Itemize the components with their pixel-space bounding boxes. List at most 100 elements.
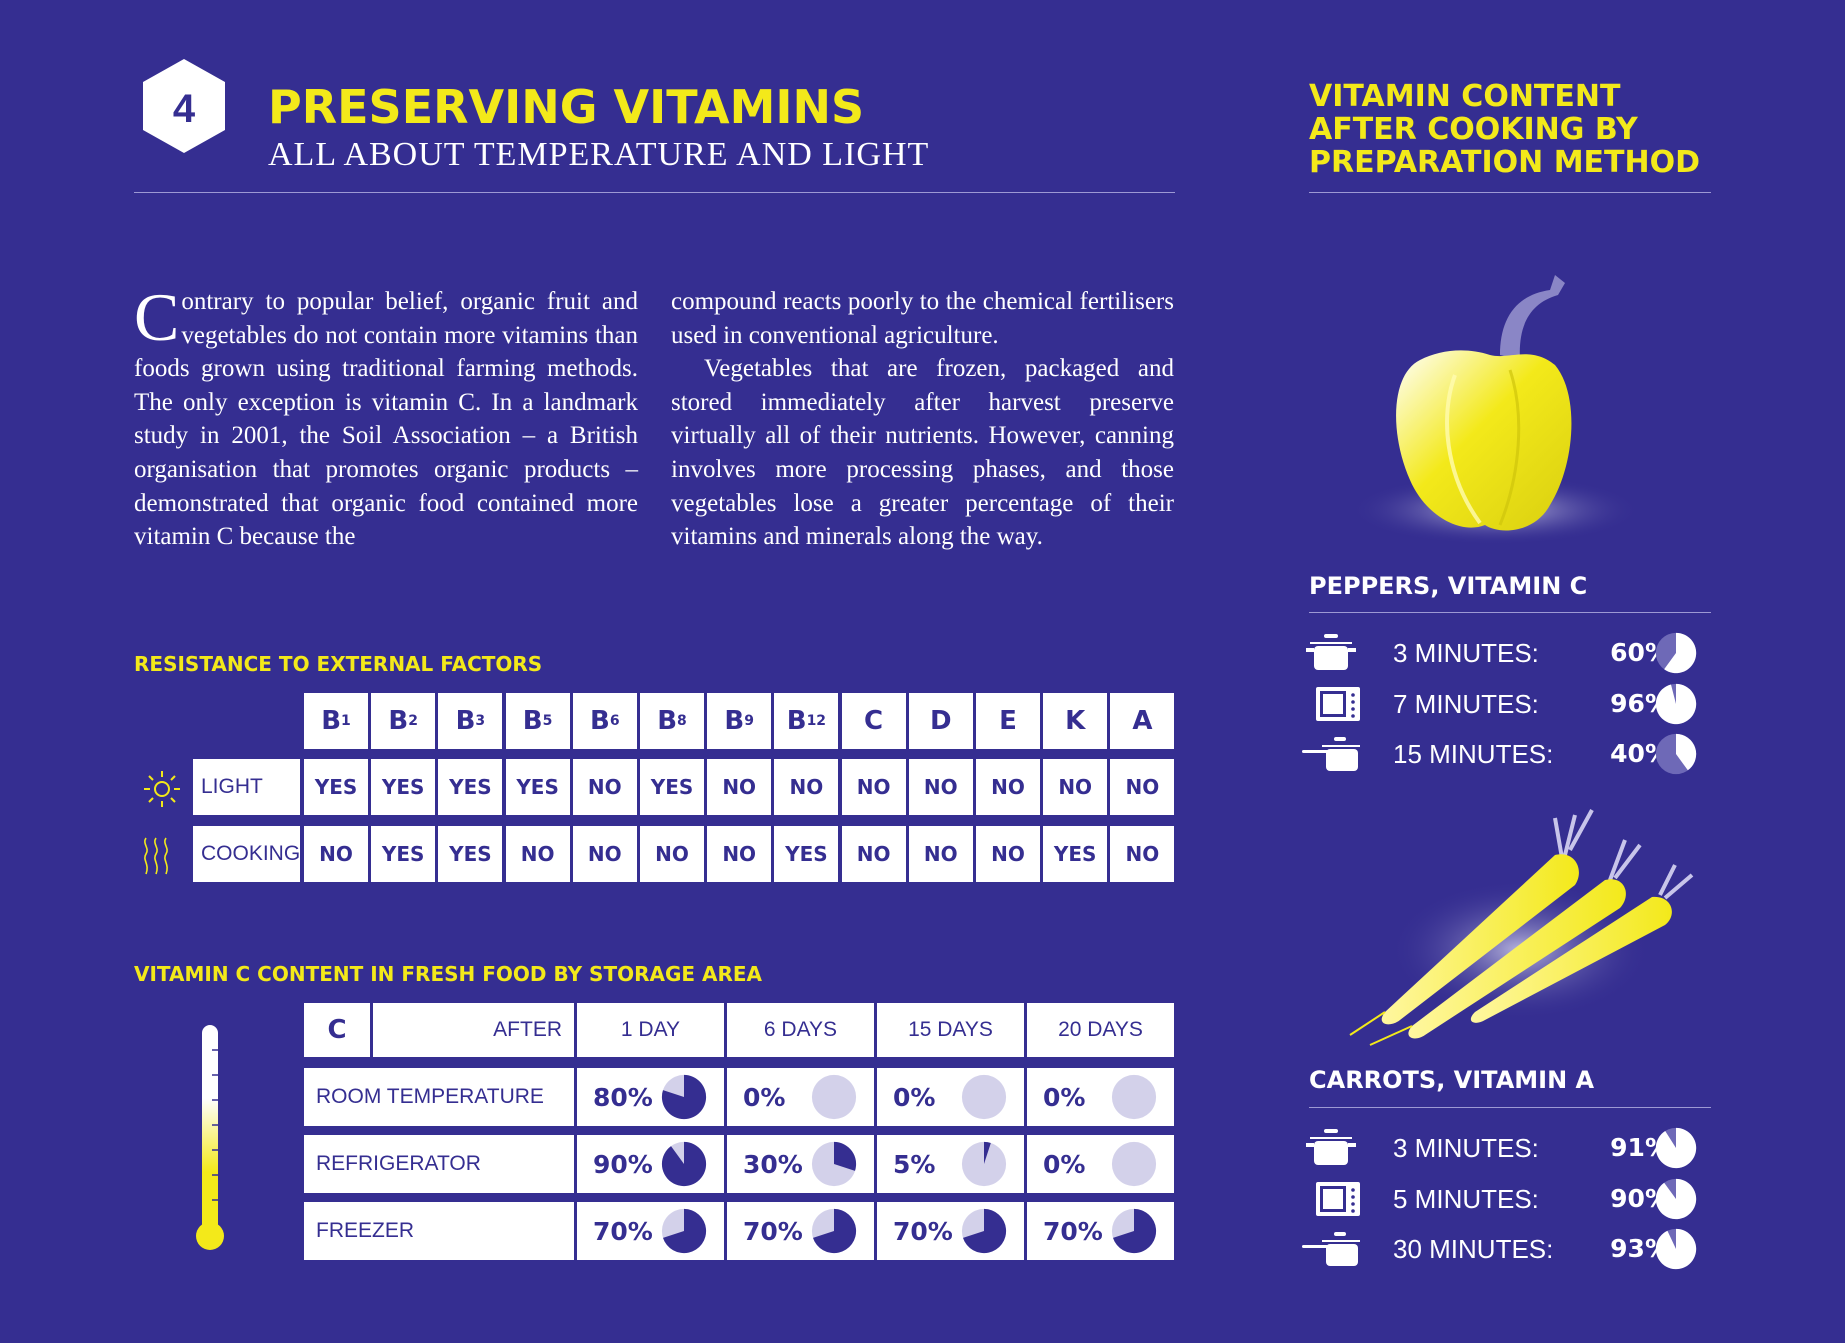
section-number: 4: [172, 87, 196, 131]
vitamin-letter: C: [864, 706, 884, 736]
resistance-cell: NO: [976, 826, 1040, 882]
vitamin-header: K: [1043, 693, 1108, 749]
resistance-cell: NO: [774, 759, 839, 815]
page-title: PRESERVING VITAMINS: [268, 80, 865, 134]
vitamin-letter: B: [388, 706, 409, 736]
vitamin-letter: K: [1065, 706, 1086, 736]
pie-slice: [1113, 1208, 1157, 1254]
data-label: 70%: [743, 1216, 803, 1246]
cooking-row: 15 MINUTES: 40%: [1300, 731, 1720, 777]
resistance-cell: NO: [841, 759, 906, 815]
resistance-cell: YES: [640, 759, 704, 815]
pie-background: [1111, 1141, 1157, 1187]
resistance-cell: NO: [1043, 759, 1108, 815]
resistance-cell: YES: [371, 759, 436, 815]
cooking-time-label: 15 MINUTES:: [1393, 739, 1554, 769]
data-label: 70%: [893, 1216, 953, 1246]
cooking-row: 7 MINUTES: 96%: [1300, 681, 1720, 727]
pie-background: [811, 1074, 857, 1120]
storage-cell: 90%: [577, 1135, 724, 1193]
cooking-pie-wrap: [1655, 733, 1697, 775]
cooking-row: 3 MINUTES: 60%: [1300, 630, 1720, 676]
vitamin-letter: E: [999, 706, 1017, 736]
cooking-time-label: 3 MINUTES:: [1393, 638, 1539, 668]
thermometer-icon: [195, 1020, 225, 1255]
sun-icon: [140, 769, 184, 809]
storage-cell: 5%: [877, 1135, 1024, 1193]
vitamin-header: C: [841, 693, 906, 749]
resistance-table-title: RESISTANCE TO EXTERNAL FACTORS: [134, 652, 543, 676]
data-label: 5%: [893, 1149, 936, 1179]
vitamin-header: D: [908, 693, 973, 749]
resistance-cell: YES: [371, 826, 436, 882]
pie-slice: [834, 1141, 857, 1171]
pie-slice: [1655, 1178, 1697, 1220]
storage-table-title: VITAMIN C CONTENT IN FRESH FOOD BY STORA…: [134, 962, 763, 986]
vitamin-letter: B: [321, 706, 342, 736]
data-label: 0%: [743, 1082, 786, 1112]
cooking-time-label: 3 MINUTES:: [1393, 1133, 1539, 1163]
cooking-time-label: 7 MINUTES:: [1393, 689, 1539, 719]
pie-slice: [661, 1074, 707, 1120]
resistance-cell: NO: [908, 759, 973, 815]
pie-slice: [1664, 632, 1697, 674]
vitamin-header: A: [1110, 693, 1175, 749]
resistance-cell: NO: [707, 826, 772, 882]
storage-pie: [1111, 1141, 1157, 1187]
pie-slice: [661, 1141, 707, 1187]
pie-slice: [1655, 1228, 1697, 1270]
storage-cell: 80%: [577, 1068, 724, 1126]
storage-cell: 0%: [1027, 1135, 1174, 1193]
data-label: 70%: [593, 1216, 653, 1246]
vitamin-letter: B: [724, 706, 745, 736]
dropcap: C: [134, 279, 180, 355]
storage-pie: [961, 1074, 1007, 1120]
pie-slice: [813, 1208, 857, 1254]
resistance-cell: NO: [572, 826, 637, 882]
body-text-1: ontrary to popular belief, organic fruit…: [134, 288, 638, 551]
pie-background: [1111, 1074, 1157, 1120]
data-label: 80%: [593, 1082, 653, 1112]
storage-cell: 70%: [1027, 1202, 1174, 1260]
data-label: 30%: [743, 1149, 803, 1179]
storage-cell: 70%: [577, 1202, 724, 1260]
resistance-cell: YES: [438, 826, 503, 882]
pan-icon: [1300, 733, 1372, 775]
storage-cell: 0%: [1027, 1068, 1174, 1126]
resistance-cell: NO: [976, 759, 1040, 815]
vitamin-letter: B: [455, 706, 476, 736]
cooking-pie-wrap: [1655, 683, 1697, 725]
microwave-icon: [1300, 683, 1372, 725]
period-header: 6 DAYS: [727, 1003, 874, 1057]
storage-cell: 30%: [727, 1135, 874, 1193]
cooking-row: 30 MINUTES: 93%: [1300, 1226, 1720, 1272]
period-header: 20 DAYS: [1027, 1003, 1174, 1057]
cooking-pie: [1655, 733, 1697, 775]
cooking-pie-wrap: [1655, 1127, 1697, 1169]
vitamin-header: E: [976, 693, 1040, 749]
vitamin-letter: B: [522, 706, 543, 736]
cooking-pie-wrap: [1655, 1178, 1697, 1220]
storage-pie: [961, 1208, 1007, 1254]
pie-slice: [1655, 1127, 1697, 1169]
storage-pie: [661, 1208, 707, 1254]
storage-cell: 0%: [877, 1068, 1024, 1126]
pie-slice: [1676, 733, 1697, 771]
pie-slice: [963, 1208, 1007, 1254]
resistance-cell: YES: [438, 759, 503, 815]
cooking-pie: [1655, 1127, 1697, 1169]
pot-icon: [1300, 1127, 1372, 1169]
resistance-cell: NO: [572, 759, 637, 815]
storage-row-label: ROOM TEMPERATURE: [304, 1068, 574, 1126]
header-divider: [134, 192, 1175, 193]
resistance-cell: YES: [774, 826, 839, 882]
body-text-2: compound reacts poorly to the chemical f…: [671, 288, 1174, 349]
storage-cell: 0%: [727, 1068, 874, 1126]
